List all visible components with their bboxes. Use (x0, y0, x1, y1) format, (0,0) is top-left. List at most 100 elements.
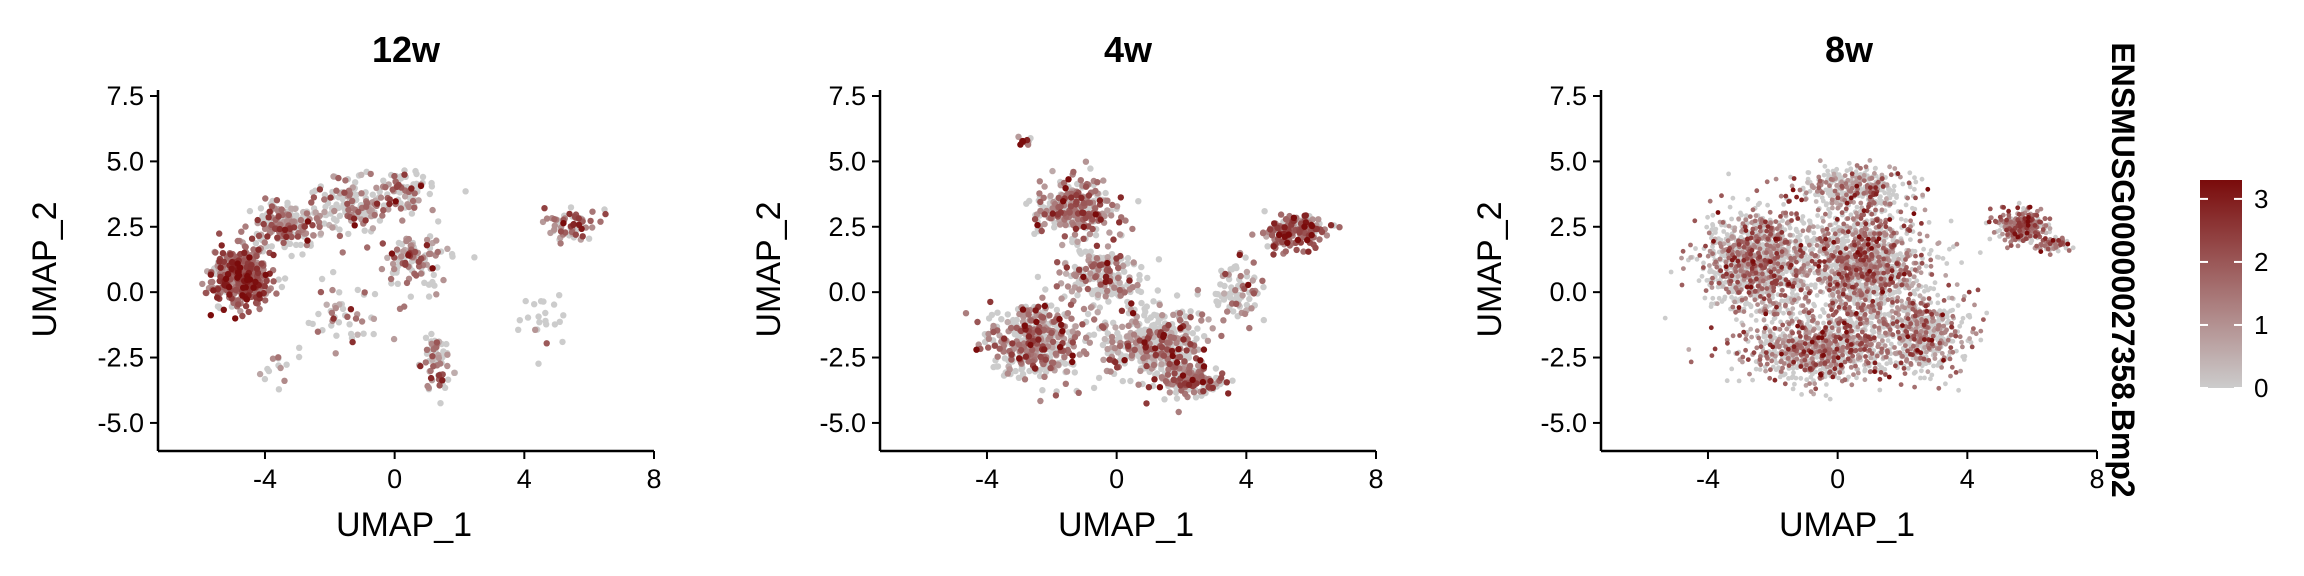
scatter-point (1225, 390, 1232, 397)
y-axis-title: UMAP_2 (26, 201, 64, 337)
scatter-point (323, 301, 330, 308)
scatter-point (405, 252, 412, 259)
scatter-point (557, 240, 564, 247)
scatter-point (589, 208, 596, 215)
scatter-point (373, 200, 381, 207)
scatter-point (1074, 292, 1081, 299)
scatter-point (1710, 295, 1716, 301)
scatter-point (1173, 395, 1181, 402)
scatter-point (551, 216, 558, 223)
scatter-point (1141, 305, 1148, 312)
scatter-point (1193, 335, 1200, 342)
scatter-point (1022, 353, 1030, 360)
scatter-point (344, 200, 351, 207)
scatter-point (242, 302, 250, 310)
scatter-point (363, 203, 370, 210)
scatter-point (433, 344, 440, 351)
y-tick-label: 5.0 (106, 146, 144, 176)
scatter-point (273, 290, 280, 297)
scatter-point (1246, 295, 1253, 303)
scatter-point (962, 310, 970, 317)
scatter-point (268, 243, 275, 250)
scatter-point (1062, 380, 1070, 387)
scatter-point (210, 287, 217, 294)
scatter-point (339, 249, 346, 256)
scatter-point (382, 184, 389, 191)
scatter-point (994, 353, 1001, 360)
scatter-point (1696, 278, 1702, 284)
scatter-point (1082, 183, 1090, 190)
scatter-point (1121, 357, 1128, 364)
scatter-point (1158, 344, 1166, 351)
scatter-point (1820, 307, 1825, 312)
scatter-point (1198, 373, 1205, 380)
scatter-point (1089, 263, 1096, 270)
scatter-point (1180, 336, 1187, 343)
scatter-point (1116, 219, 1123, 226)
scatter-point (559, 338, 566, 346)
scatter-point (1104, 197, 1111, 204)
scatter-point (1757, 367, 1763, 372)
scatter-point (1807, 218, 1813, 224)
scatter-point (429, 206, 436, 214)
x-axis-title: UMAP_1 (1058, 506, 1194, 544)
scatter-point (428, 183, 436, 190)
scatter-point (1164, 371, 1172, 378)
scatter-point (1076, 286, 1083, 293)
y-tick-label: 0.0 (106, 277, 144, 307)
scatter-point (1801, 220, 1806, 226)
scatter-point (336, 289, 343, 296)
scatter-point (985, 344, 992, 351)
scatter-point (1071, 369, 1079, 376)
scatter-point (351, 222, 358, 229)
scatter-point (570, 221, 577, 228)
scatter-point (1822, 163, 1828, 169)
scatter-point (207, 312, 214, 319)
scatter-point (1209, 325, 1216, 332)
scatter-point (1171, 370, 1178, 377)
scatter-point (543, 340, 550, 347)
scatter-point (1327, 222, 1335, 229)
scatter-point (369, 191, 376, 198)
scatter-point (199, 280, 206, 288)
scatter-point (389, 260, 397, 268)
scatter-point (1784, 269, 1789, 275)
scatter-point (1116, 342, 1124, 350)
scatter-point (1947, 246, 1952, 252)
scatter-point (1170, 376, 1177, 383)
scatter-point (1812, 303, 1817, 309)
scatter-point (578, 225, 585, 232)
scatter-point (216, 230, 223, 237)
scatter-point (1144, 274, 1151, 282)
scatter-point (471, 254, 478, 261)
scatter-point (1869, 328, 1875, 334)
scatter-point (987, 298, 994, 306)
scatter-point (1275, 231, 1283, 239)
scatter-point (1117, 194, 1125, 201)
scatter-point (232, 315, 239, 322)
scatter-point (434, 248, 441, 256)
scatter-point (973, 346, 980, 353)
scatter-point (1027, 341, 1034, 349)
scatter-point (1023, 200, 1030, 207)
scatter-point (349, 197, 356, 205)
scatter-point (1185, 369, 1193, 376)
scatter-point (1095, 374, 1103, 382)
scatter-point (1026, 367, 1033, 375)
scatter-point (1239, 292, 1246, 299)
scatter-point (1016, 355, 1023, 362)
scatter-point (292, 241, 300, 249)
scatter-point (423, 346, 431, 353)
scatter-point (1701, 260, 1706, 266)
scatter-point (248, 235, 256, 242)
scatter-point (1176, 316, 1184, 324)
scatter-point (242, 223, 249, 230)
scatter-point (225, 283, 233, 291)
scatter-point (1187, 341, 1194, 348)
scatter-point (1056, 315, 1063, 323)
scatter-point (261, 239, 268, 246)
scatter-point (1082, 265, 1090, 273)
scatter-point (369, 225, 377, 232)
scatter-point (1815, 213, 1820, 218)
